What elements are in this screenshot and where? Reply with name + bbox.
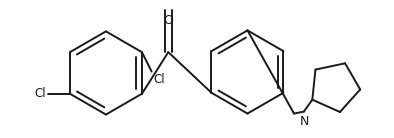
Text: Cl: Cl — [35, 87, 46, 100]
Text: Cl: Cl — [154, 73, 165, 86]
Text: O: O — [164, 14, 173, 26]
Text: N: N — [300, 115, 310, 128]
